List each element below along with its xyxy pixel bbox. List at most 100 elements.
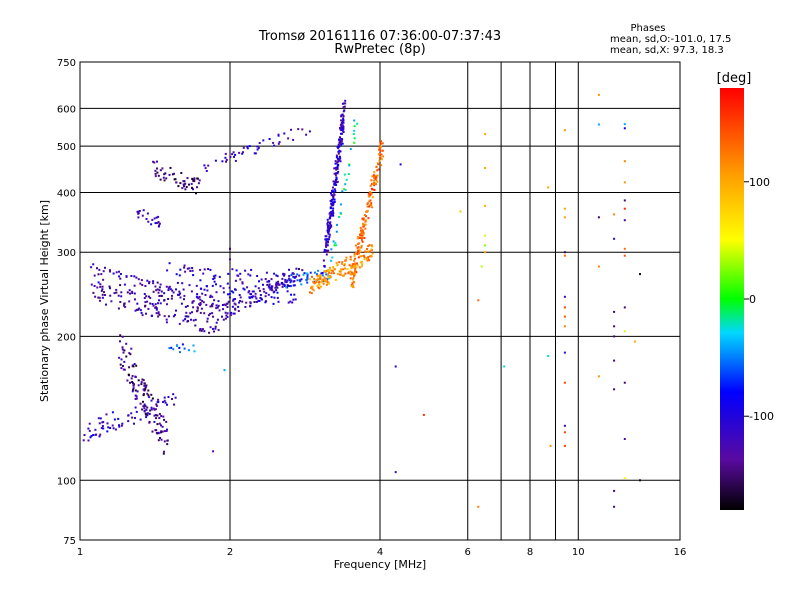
data-point <box>99 433 102 436</box>
data-point <box>267 285 270 288</box>
data-point <box>313 280 316 283</box>
data-point <box>234 303 237 306</box>
data-point <box>353 119 356 122</box>
data-point <box>266 283 269 286</box>
data-point <box>199 268 202 271</box>
data-point <box>270 287 273 290</box>
data-point <box>187 349 190 352</box>
data-point <box>326 250 329 253</box>
data-point <box>157 221 160 224</box>
plot-frame <box>79 61 681 541</box>
data-point <box>289 278 292 281</box>
data-point <box>344 99 347 102</box>
data-point <box>147 295 150 298</box>
data-point <box>213 299 216 302</box>
data-point <box>255 301 258 303</box>
data-point <box>163 430 166 433</box>
data-point <box>134 406 137 409</box>
data-point <box>183 266 186 269</box>
data-point <box>290 279 293 282</box>
data-point <box>365 219 368 222</box>
y-tick-labels: 75 100 200 300 400 500 600 750 <box>57 58 76 547</box>
data-point <box>336 167 339 170</box>
data-point <box>332 198 335 201</box>
data-point <box>291 301 294 304</box>
data-point <box>148 282 150 285</box>
data-point <box>359 230 362 233</box>
data-point <box>143 410 146 413</box>
data-point <box>188 267 191 270</box>
data-point <box>330 269 333 272</box>
data-point <box>250 295 253 298</box>
data-point <box>339 137 342 140</box>
data-point <box>292 284 295 287</box>
data-point <box>143 404 146 407</box>
data-point <box>623 199 626 202</box>
data-point <box>358 237 361 239</box>
data-point <box>272 302 275 305</box>
data-point <box>193 177 196 180</box>
data-point <box>327 232 330 235</box>
data-point <box>216 306 219 309</box>
data-point <box>142 393 145 396</box>
y-tick-label: 750 <box>57 58 76 69</box>
data-point <box>338 150 341 153</box>
data-point <box>182 288 185 291</box>
data-point <box>232 291 235 294</box>
data-point <box>192 300 195 303</box>
data-point <box>249 274 252 277</box>
data-point <box>97 273 100 276</box>
data-point <box>146 279 149 282</box>
data-point <box>283 132 286 135</box>
data-point <box>330 199 333 202</box>
data-point <box>94 295 97 298</box>
data-point <box>373 184 376 187</box>
data-point <box>325 235 328 238</box>
data-point <box>363 258 366 261</box>
data-point <box>214 274 217 277</box>
data-point <box>166 443 169 446</box>
data-point <box>336 272 339 275</box>
data-point <box>353 274 356 277</box>
data-point <box>214 159 217 162</box>
data-point <box>149 302 152 305</box>
data-point <box>230 311 233 314</box>
data-point <box>376 169 379 172</box>
data-point <box>256 145 259 148</box>
data-point <box>371 175 374 178</box>
data-point <box>82 439 85 442</box>
data-point <box>119 334 122 337</box>
data-point <box>308 278 311 281</box>
data-point <box>273 272 276 275</box>
data-point <box>182 319 185 322</box>
data-point <box>349 255 352 258</box>
data-point <box>258 280 260 283</box>
data-point <box>613 325 616 328</box>
stats-heading: Phases <box>630 23 665 34</box>
data-point <box>325 280 328 283</box>
data-point <box>347 272 350 275</box>
data-point <box>331 190 333 192</box>
colorbar-tick-label: -100 <box>749 410 774 423</box>
data-point <box>325 242 328 245</box>
data-point <box>356 122 359 125</box>
data-point <box>288 285 291 287</box>
data-point <box>90 283 93 286</box>
data-point <box>277 283 279 286</box>
data-point <box>333 183 336 185</box>
data-point <box>152 280 155 283</box>
data-point <box>102 270 105 273</box>
data-point <box>484 244 487 247</box>
data-point <box>639 273 641 276</box>
data-point <box>336 166 339 169</box>
data-point <box>152 304 155 307</box>
data-point <box>547 186 550 189</box>
data-point <box>195 192 197 195</box>
data-point <box>277 142 280 145</box>
data-point <box>146 212 149 215</box>
data-point <box>306 281 309 284</box>
data-point <box>199 302 202 304</box>
data-point <box>375 166 378 168</box>
data-point <box>295 275 297 278</box>
data-point <box>203 288 206 291</box>
